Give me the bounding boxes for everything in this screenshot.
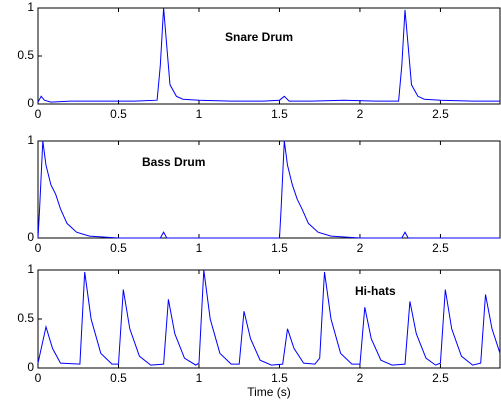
x-tick-label: 2.5 [432,371,449,385]
y-tick-label: 0.5 [17,48,34,62]
x-tick-label: 2 [357,371,364,385]
x-tick-label: 0.5 [110,241,127,255]
annotation: Snare Drum [225,30,293,44]
line [37,140,500,239]
y-tick-label: 0 [27,230,34,244]
line [37,269,501,366]
x-tick-label: 1.5 [271,107,288,121]
x-tick-label: 1.5 [271,241,288,255]
x-tick-label: 0 [35,371,42,385]
y-tick-label: 0 [27,96,34,110]
axes-box [37,140,501,239]
annotation: Hi-hats [355,284,396,298]
axes-box [37,7,501,105]
y-tick-label: 0.5 [17,311,34,325]
y-tick-label: 0 [27,360,34,374]
x-tick-label: 0.5 [110,107,127,121]
y-tick-label: 1 [27,0,34,14]
y-tick-label: 1 [27,133,34,147]
x-tick-label: 0.5 [110,371,127,385]
x-tick-label: 1 [196,371,203,385]
line [37,7,500,103]
x-tick-label: 2 [357,241,364,255]
x-axis-label: Time (s) [247,385,291,399]
y-tick-label: 1 [27,262,34,276]
x-tick-label: 1 [196,241,203,255]
x-tick-label: 2.5 [432,107,449,121]
annotation: Bass Drum [142,155,205,169]
x-tick-label: 0 [35,241,42,255]
x-tick-label: 1 [196,107,203,121]
axes-box [37,269,501,369]
x-tick-label: 0 [35,107,42,121]
x-tick-label: 1.5 [271,371,288,385]
x-tick-label: 2 [357,107,364,121]
x-tick-label: 2.5 [432,241,449,255]
